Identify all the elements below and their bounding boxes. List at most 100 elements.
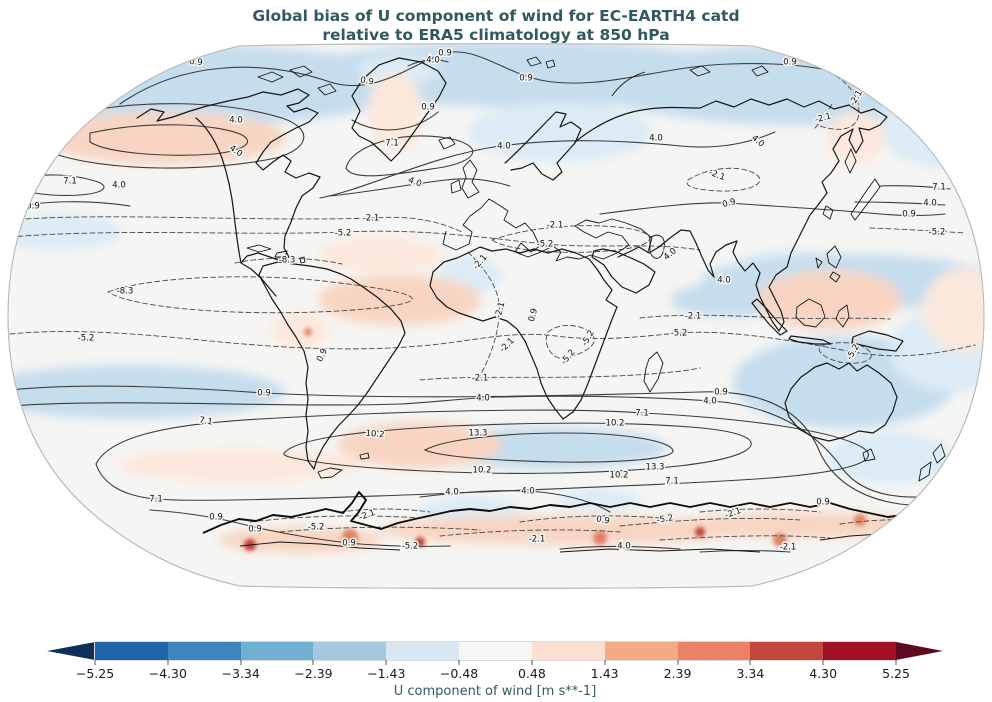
bias-shading-strong: [244, 328, 866, 551]
contour-label: 0.9: [209, 513, 223, 523]
contour-label: -5.2: [308, 523, 325, 533]
colorbar-tick: [94, 660, 96, 665]
contour-label: -5.2: [537, 240, 554, 250]
contour-label: 0.9: [248, 525, 262, 535]
contour-label: -2.1: [472, 374, 489, 384]
chart-title: Global bias of U component of wind for E…: [0, 7, 992, 45]
colorbar-tick-label: 4.30: [809, 666, 838, 681]
colorbar-tick: [312, 660, 314, 665]
colorbar-extend-max-arrow: [896, 642, 943, 660]
contour-label: 0.9: [721, 197, 737, 210]
colorbar-tick-label: −5.25: [75, 666, 115, 681]
colorbar-segment: [95, 642, 168, 660]
contour-label: -5.2: [402, 542, 419, 552]
contour-label: 0.9: [421, 103, 435, 113]
contour-label: -2.1: [529, 535, 546, 545]
contour-label: 7.1: [635, 409, 649, 419]
colorbar-tick: [604, 660, 606, 665]
contour-label: 10.2: [610, 471, 629, 481]
colorbar-segment: [167, 642, 241, 660]
contour-label: 4.0: [717, 276, 731, 286]
chart-title-line2: relative to ERA5 climatology at 850 hPa: [322, 25, 670, 44]
contour-label: -2.1: [363, 214, 380, 224]
contour-label: 10.2: [606, 419, 625, 429]
contour-label: 7.1: [198, 415, 213, 427]
colorbar-tick-label: −2.39: [294, 666, 333, 681]
colorbar-tick: [822, 660, 824, 665]
contour-label: 4.0: [703, 397, 717, 407]
contour-label: 7.1: [665, 477, 679, 487]
contour-label: -2.1: [685, 312, 702, 322]
colorbar-tick-label: −1.43: [367, 666, 406, 681]
contour-label: -2.1: [780, 543, 797, 553]
colorbar-tick-label: 0.48: [517, 666, 546, 681]
contour-label: -5.2: [671, 329, 688, 339]
contour-label: 0.9: [783, 58, 797, 68]
colorbar-tick-label: −0.48: [439, 666, 479, 681]
colorbar-tick: [458, 660, 460, 665]
coastlines: [61, 56, 959, 553]
contour-label: 4.0: [445, 488, 459, 498]
contour-label: 0.9: [359, 75, 374, 87]
contour-label: 0.9: [595, 514, 610, 526]
contour-label: 4.0: [497, 142, 511, 152]
contour-label: 4.0: [112, 181, 126, 191]
colorbar-tick: [240, 660, 242, 665]
colorbar-tick-labels: −5.25 −4.30 −3.34 −2.39 −1.43 −0.48 0.48 1.43 2.…: [76, 666, 910, 681]
colorbar-tick: [749, 660, 751, 665]
colorbar-segment: [823, 642, 896, 660]
contour-label: 13.3: [469, 429, 488, 439]
contour-label: -5.2: [656, 513, 674, 526]
contour-label: -5.2: [335, 229, 352, 239]
colorbar-tick: [167, 660, 169, 665]
colorbar-tick: [531, 660, 533, 665]
contour-label: -8.3: [117, 287, 134, 297]
colorbar-segment: [459, 642, 532, 660]
colorbar-tick-label: −4.30: [148, 666, 187, 681]
chart-title-line1: Global bias of U component of wind for E…: [252, 7, 740, 25]
contour-label: 0.9: [257, 389, 271, 399]
contour-label: 4.0: [476, 394, 490, 404]
colorbar-tick-label: 5.25: [882, 666, 910, 681]
contour-label: 0.9: [342, 539, 356, 549]
colorbar-tick-label: 2.39: [663, 666, 692, 681]
contour-label: 7.1: [63, 177, 77, 187]
contour-label: 4.0: [521, 487, 535, 497]
contour-label: 4.0: [923, 199, 937, 209]
contour-label: 7.1: [932, 183, 946, 193]
contour-label: 10.2: [365, 429, 385, 441]
contour-label: 0.9: [519, 74, 533, 84]
contour-label: -8.3: [279, 256, 296, 266]
colorbar-tick: [385, 660, 387, 665]
colorbar-segment: [313, 642, 387, 660]
contour-label: 0.9: [714, 388, 728, 398]
map-border: [7, 43, 985, 589]
colorbar-tick-label: 3.34: [736, 666, 765, 681]
contour-label: -5.2: [929, 228, 946, 238]
colorbar-segment: [750, 642, 824, 660]
contour-label: 10.2: [473, 466, 492, 476]
contour-label: 7.1: [149, 495, 163, 505]
contour-label: -2.1: [547, 221, 564, 231]
contour-label: 13.3: [646, 463, 665, 473]
contour-label: 7.1: [385, 139, 399, 149]
contour-label: -5.2: [78, 334, 95, 344]
contour-label: 4.0: [617, 542, 631, 552]
colorbar-tick: [895, 660, 897, 665]
colorbar-axis-label: U component of wind [m s**-1]: [393, 684, 597, 699]
colorbar-segment: [677, 642, 751, 660]
contour-label: 4.0: [229, 116, 243, 126]
colorbar-segment: [240, 642, 314, 660]
contour-label: 4.0: [649, 134, 663, 144]
colorbar-segment: [604, 642, 678, 660]
contour-label: 4.0: [426, 56, 440, 66]
colorbar: [95, 642, 896, 660]
colorbar-tick: [677, 660, 679, 665]
contour-lines-positive: [9, 51, 961, 553]
contour-label: 0.9: [438, 49, 452, 59]
colorbar-segment: [531, 642, 605, 660]
colorbar-tick-marks: [94, 660, 897, 665]
contour-label: 0.9: [902, 210, 916, 220]
world-bias-map: 0.94.04.07.1 4.00.90.94.00.9 0.90.97.1 4.04…: [7, 43, 985, 589]
